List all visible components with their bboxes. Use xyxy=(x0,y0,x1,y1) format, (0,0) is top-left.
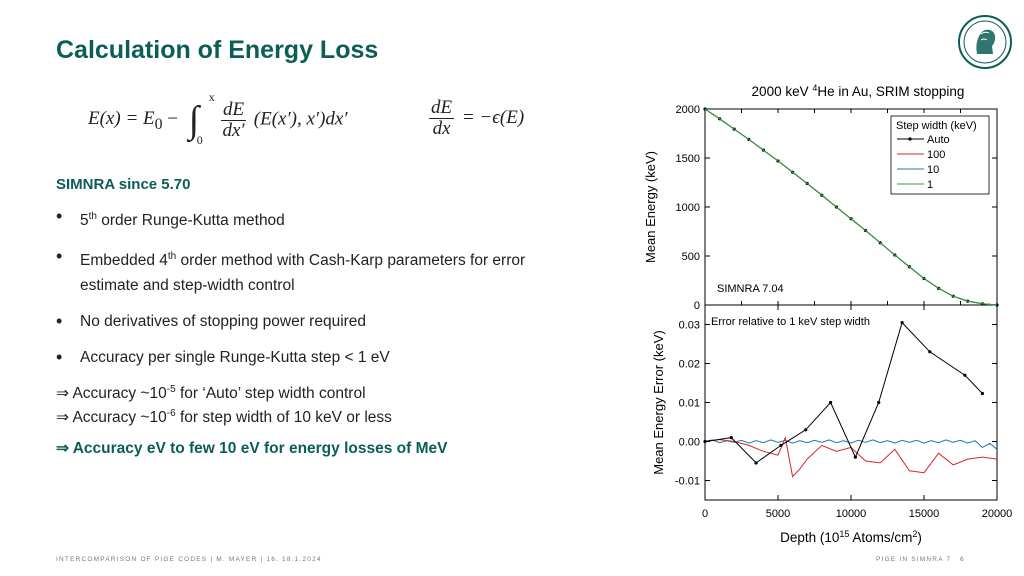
bullet-item: • Embedded 4th order method with Cash-Kar… xyxy=(56,244,550,298)
bottom-ytick-label: 0.01 xyxy=(679,398,700,410)
formula-lhs-subscript: 0 xyxy=(154,116,163,134)
bottom-xtick-label: 10000 xyxy=(836,508,867,520)
bullet-text-pre: Accuracy per single Runge-Kutta step < 1… xyxy=(80,349,390,367)
top-ytick-label: 1000 xyxy=(676,202,700,214)
arrow-text-pre: ⇒ Accuracy ~10 xyxy=(56,409,167,427)
bullet-item: • Accuracy per single Runge-Kutta step < … xyxy=(56,345,616,370)
fraction-denominator: dx′ xyxy=(222,119,245,141)
legend-title: Step width (keV) xyxy=(896,120,977,132)
integral-upper-limit: x xyxy=(208,90,215,104)
bullet-item: • 5th order Runge-Kutta method xyxy=(56,204,616,233)
bottom-series-point-auto xyxy=(779,443,783,447)
legend-label-s10: 10 xyxy=(927,164,939,176)
bottom-series-point-auto xyxy=(963,373,967,377)
top-ytick-label: 0 xyxy=(694,300,700,312)
bottom-annotation: Error relative to 1 keV step width xyxy=(711,316,870,328)
bottom-series-line-s100 xyxy=(704,435,998,478)
footer-left: INTERCOMPARISON OF PIGE CODES | M. MAYER… xyxy=(56,556,322,563)
arrow-statement-conclusion: ⇒ Accuracy eV to few 10 eV for energy lo… xyxy=(56,440,448,457)
bullet-text-pre: 5 xyxy=(80,212,89,230)
bullet-text-pre: Embedded 4 xyxy=(80,252,168,270)
bottom-series-point-auto xyxy=(980,391,984,396)
bottom-ylabel: Mean Energy Error (keV) xyxy=(651,330,666,475)
bottom-ytick-label: -0.01 xyxy=(675,476,700,488)
bullet-list: • 5th order Runge-Kutta method • Embedded … xyxy=(56,204,616,381)
bottom-series-point-auto xyxy=(729,436,733,440)
arrow-text-post: for ‘Auto’ step width control xyxy=(175,385,366,403)
arrow-statement: ⇒ Accuracy ~10-5 for ‘Auto’ step width c… xyxy=(56,384,366,403)
derivative-fraction-2: dE dx xyxy=(429,97,455,139)
derivative-fraction: dE dx′ xyxy=(220,98,247,141)
formula-tail: (E(x′), x′)dx′ xyxy=(253,108,348,130)
chart-title: 2000 keV 4He in Au, SRIM stopping xyxy=(752,83,965,99)
integral-lower-limit: 0 xyxy=(196,133,203,147)
fraction-numerator-2: dE xyxy=(429,97,455,119)
page-number: 6 xyxy=(960,556,965,563)
bottom-series-point-auto xyxy=(928,350,932,354)
section-heading: SIMNRA since 5.70 xyxy=(56,176,191,193)
bottom-xtick-label: 15000 xyxy=(909,508,940,520)
formula-minus: − xyxy=(167,108,179,130)
arrow-text-post: for step width of 10 keV or less xyxy=(175,409,392,427)
bullet-dot-icon: • xyxy=(56,347,63,368)
bottom-series-line-auto xyxy=(704,321,983,464)
fraction-denominator-2: dx xyxy=(432,118,451,139)
bullet-dot-icon: • xyxy=(56,311,63,332)
top-ytick-label: 2000 xyxy=(676,104,700,116)
formula-lhs: E(x) = E xyxy=(88,108,155,130)
bullet-text-post: order Runge-Kutta method xyxy=(96,212,285,230)
institute-logo xyxy=(958,15,1012,69)
bottom-series-point-auto xyxy=(703,439,707,444)
bottom-series-point-auto xyxy=(804,428,808,432)
bottom-plot-frame xyxy=(704,304,998,501)
bottom-xlabel: Depth (1015 Atoms/cm2) xyxy=(780,529,922,545)
bottom-series-point-auto xyxy=(853,455,857,459)
legend-marker-auto xyxy=(908,137,912,141)
slide-title: Calculation of Energy Loss xyxy=(56,36,379,64)
arrow-statement: ⇒ Accuracy ~10-6 for step width of 10 ke… xyxy=(56,408,392,427)
energy-loss-chart: 2000 keV 4He in Au, SRIM stopping 0 500 100… xyxy=(640,78,1024,550)
bullet-text-post: order method with Cash-Karp parameters f… xyxy=(80,252,526,295)
formula-rhs: = −ϵ(E) xyxy=(461,106,525,128)
bottom-series-point-auto xyxy=(828,400,833,405)
legend-label-auto: Auto xyxy=(927,134,950,146)
bullet-text-pre: No derivatives of stopping power require… xyxy=(80,313,367,331)
bullet-dot-icon: • xyxy=(56,246,63,267)
top-ytick-label: 1500 xyxy=(676,153,700,165)
bottom-ytick-label: 0.00 xyxy=(679,437,700,449)
top-ytick-label: 500 xyxy=(682,251,700,263)
bottom-xtick-label: 5000 xyxy=(766,508,790,520)
bottom-series-line-s10 xyxy=(704,439,998,450)
chart-svg: 2000 keV 4He in Au, SRIM stopping0500100… xyxy=(643,83,1013,545)
bottom-xtick-label: 20000 xyxy=(982,508,1013,520)
bullet-item: • No derivatives of stopping power requir… xyxy=(56,309,616,334)
bullet-text-sup: th xyxy=(88,211,97,222)
bottom-ytick-label: 0.02 xyxy=(679,359,700,371)
top-ylabel: Mean Energy (keV) xyxy=(643,151,658,263)
bottom-series-point-auto xyxy=(754,461,758,465)
arrow-text-sup: -6 xyxy=(166,408,176,419)
top-annotation: SIMNRA 7.04 xyxy=(717,283,784,295)
bottom-series-point-auto xyxy=(900,320,904,325)
stopping-formula: dE dx = −ϵ(E) xyxy=(426,98,524,139)
bottom-xtick-label: 0 xyxy=(702,508,708,520)
bottom-series-point-auto xyxy=(877,400,881,405)
energy-integral-formula: E(x) = E0 − ∫ x 0 dE dx′ (E(x′), x′)dx′ xyxy=(88,90,348,147)
arrow-text-pre: ⇒ Accuracy ~10 xyxy=(56,385,167,403)
top-series-line-s1 xyxy=(704,108,998,306)
legend-label-s1: 1 xyxy=(927,179,933,191)
fraction-numerator: dE xyxy=(220,98,247,121)
legend-label-s100: 100 xyxy=(927,149,945,161)
integral-sign: ∫ x 0 xyxy=(188,90,215,147)
arrow-text-sup: -5 xyxy=(166,384,176,395)
bullet-dot-icon: • xyxy=(56,206,63,226)
legend-box xyxy=(890,115,990,195)
footer-right: PIGE IN SIMNRA 7 xyxy=(876,556,952,563)
bottom-ytick-label: 0.03 xyxy=(679,320,700,332)
bullet-text-sup: th xyxy=(167,251,177,263)
